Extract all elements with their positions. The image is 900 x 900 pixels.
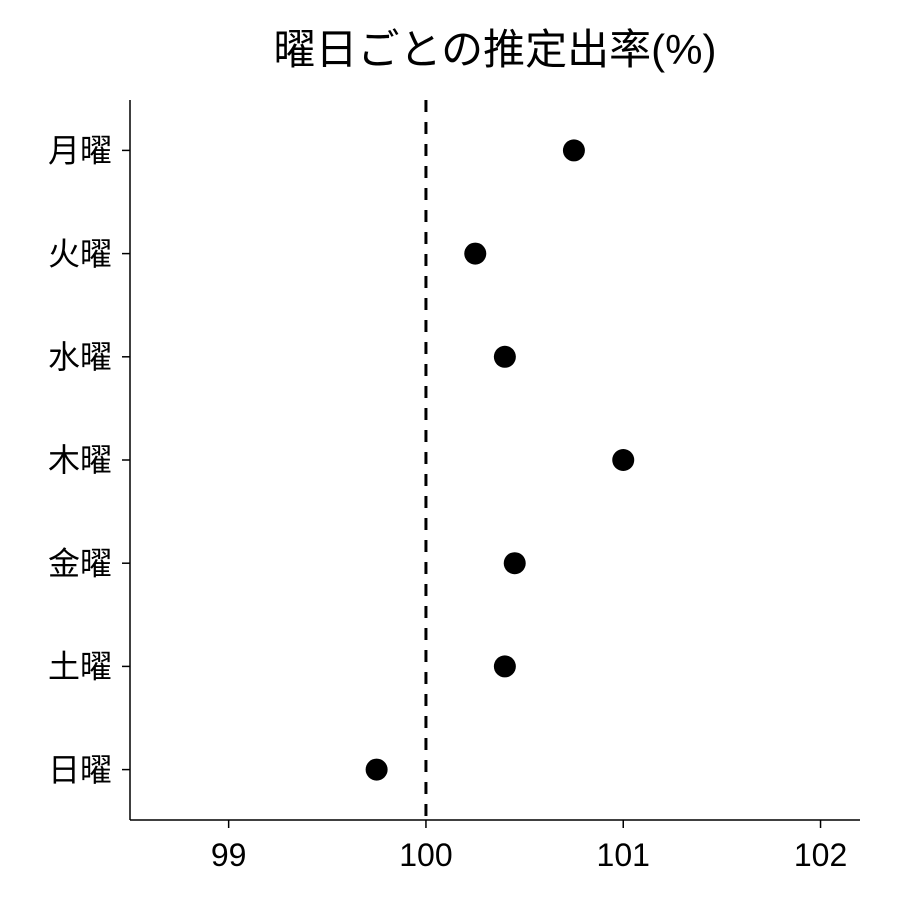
data-point [494, 655, 516, 677]
y-tick-label: 月曜 [48, 133, 112, 169]
data-point [612, 449, 634, 471]
data-point [464, 243, 486, 265]
data-point [494, 346, 516, 368]
y-tick-label: 土曜 [48, 649, 112, 685]
y-tick-label: 火曜 [48, 236, 112, 272]
x-tick-label: 102 [794, 837, 847, 873]
y-tick-label: 木曜 [48, 442, 112, 478]
data-point [563, 139, 585, 161]
chart-title: 曜日ごとの推定出率(%) [274, 26, 717, 73]
data-point [366, 759, 388, 781]
y-tick-label: 日曜 [48, 752, 112, 788]
x-tick-label: 100 [399, 837, 452, 873]
x-tick-label: 99 [211, 837, 247, 873]
data-point [504, 552, 526, 574]
y-tick-label: 金曜 [48, 545, 112, 581]
y-tick-label: 水曜 [48, 339, 112, 375]
x-tick-label: 101 [597, 837, 650, 873]
dot-chart: 99 100 101 102 月曜火曜水曜木曜金曜土曜日曜 曜日ごとの推定出率(%) [0, 0, 900, 900]
